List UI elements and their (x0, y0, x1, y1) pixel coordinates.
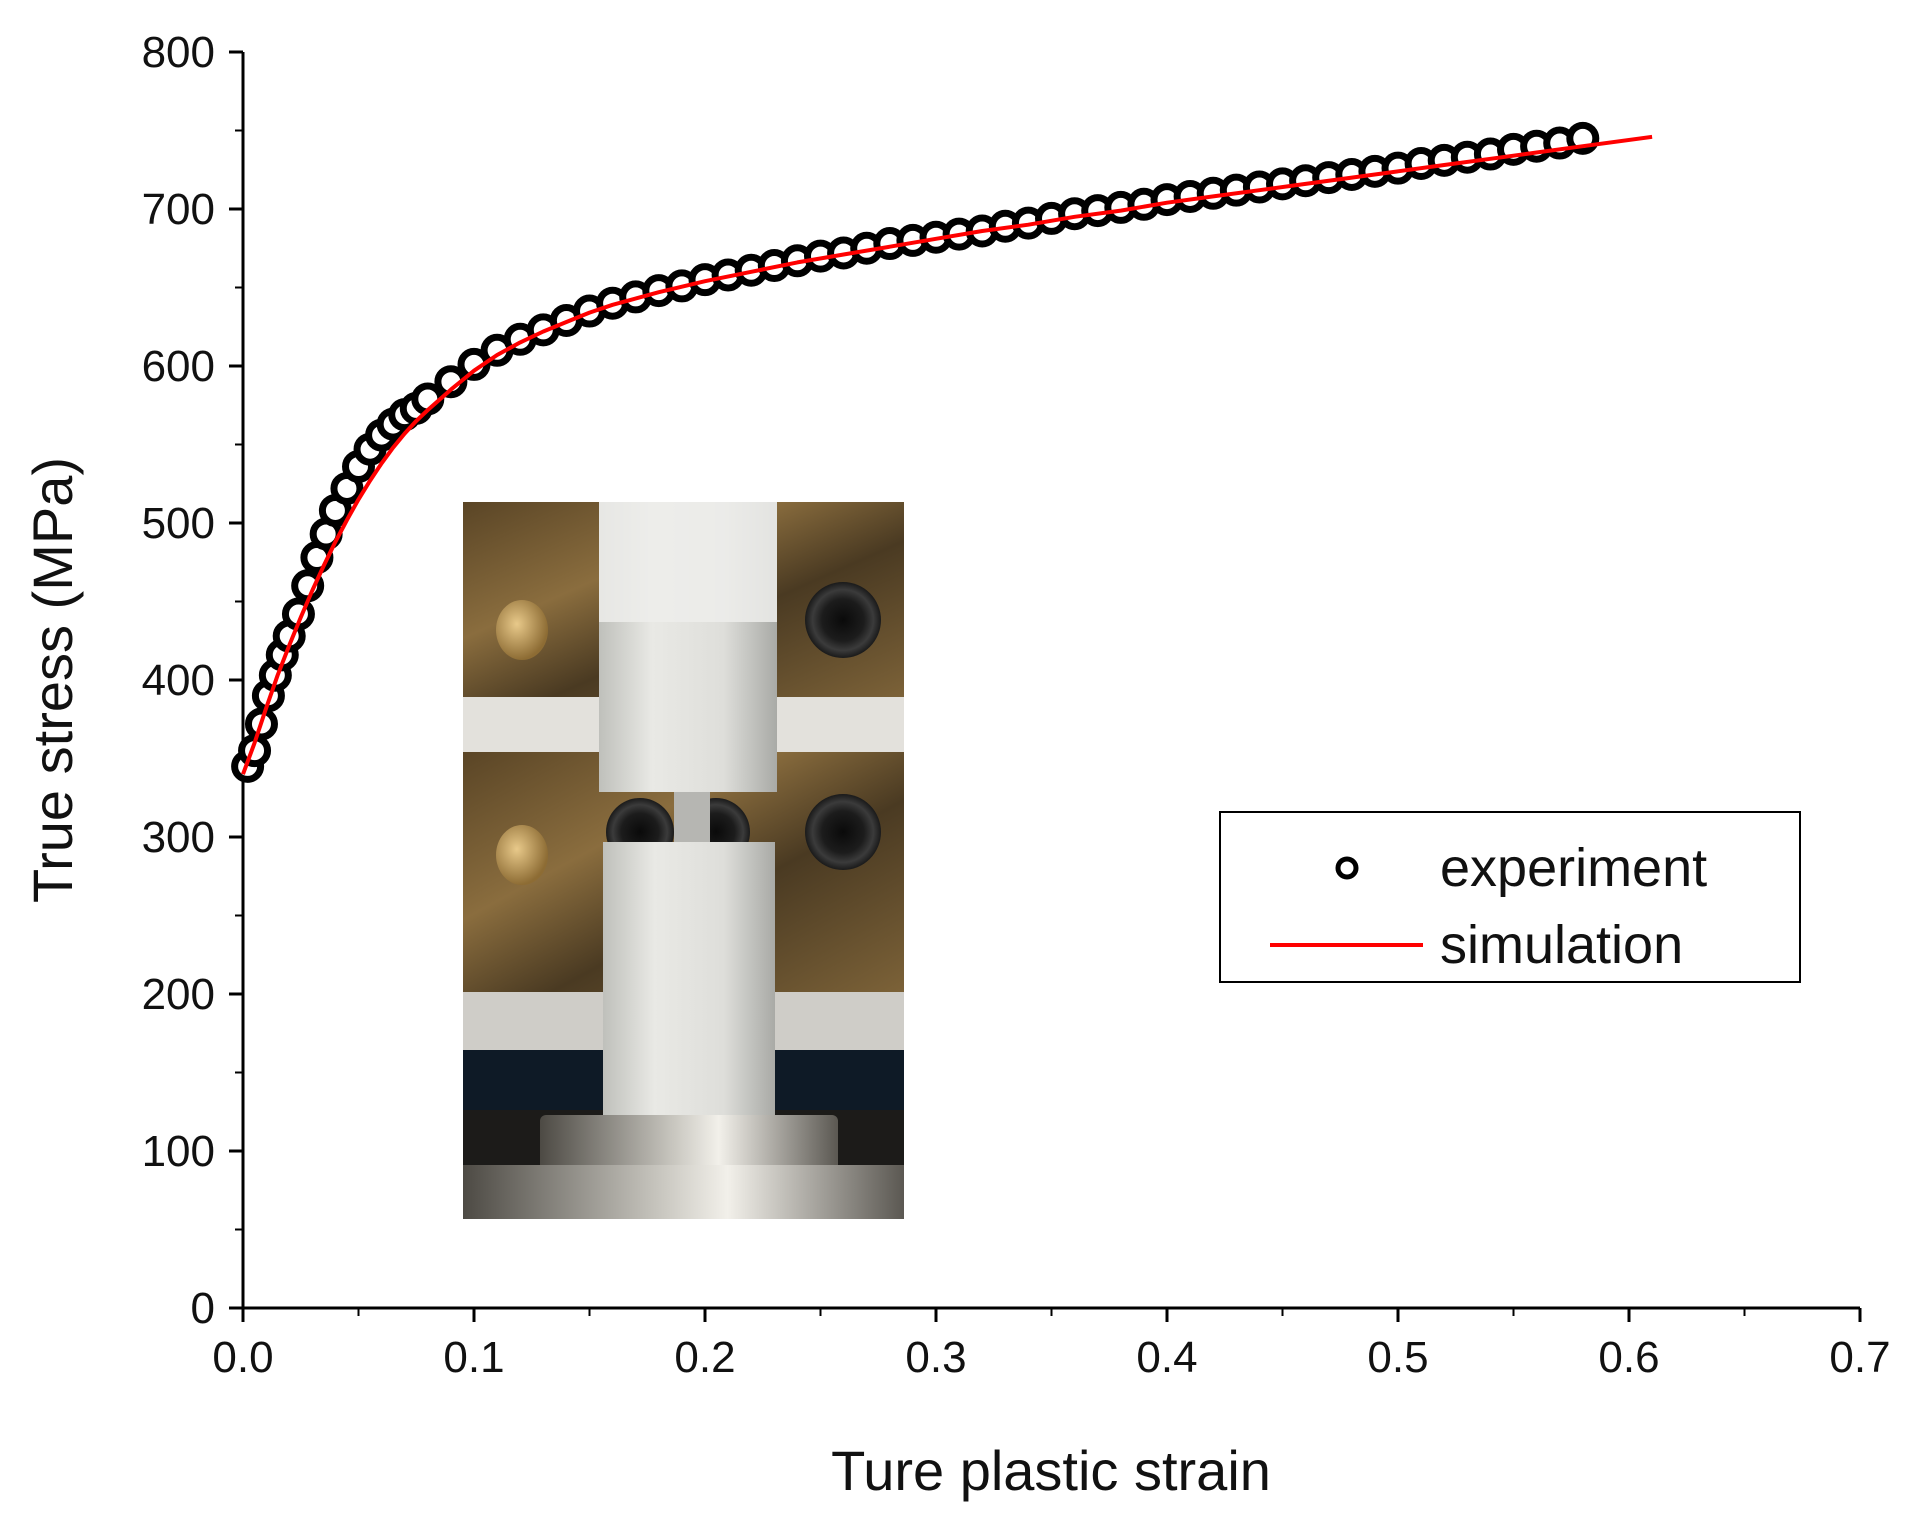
axes: 0.0 0.1 0.2 0.3 0.4 0.5 0.6 0.7 0 100 200 300 400 50… (21, 28, 1891, 1502)
x-tick-label: 0.3 (905, 1333, 966, 1382)
experiment-point (434, 365, 468, 399)
y-tick-label: 800 (142, 28, 215, 77)
y-tick-label: 200 (142, 970, 215, 1019)
plot-series (231, 121, 1653, 783)
y-tick-label: 700 (142, 185, 215, 234)
x-tick-label: 0.5 (1367, 1333, 1428, 1382)
legend-simulation-label: simulation (1440, 915, 1683, 975)
x-tick-label: 0.1 (443, 1333, 504, 1382)
x-axis-title: Ture plastic strain (831, 1439, 1271, 1502)
experiment-point (457, 347, 491, 381)
x-tick-label: 0.0 (212, 1333, 273, 1382)
y-tick-label: 400 (142, 656, 215, 705)
legend-box (1219, 811, 1801, 983)
y-axis-title: True stress (MPa) (21, 457, 84, 903)
legend: experiment simulation (1219, 811, 1801, 983)
y-tick-label: 100 (142, 1127, 215, 1176)
legend-experiment-marker (1335, 856, 1359, 880)
x-tick-label: 0.6 (1598, 1333, 1659, 1382)
y-tick-label: 300 (142, 813, 215, 862)
legend-experiment-label: experiment (1440, 838, 1707, 898)
x-tick-label: 0.2 (674, 1333, 735, 1382)
x-tick-label: 0.7 (1829, 1333, 1890, 1382)
compression-test-photo (463, 502, 904, 1219)
simulation-line (241, 134, 1653, 775)
y-tick-label: 500 (142, 499, 215, 548)
y-tick-label: 0 (191, 1284, 215, 1333)
x-tick-label: 0.4 (1136, 1333, 1197, 1382)
y-tick-label: 600 (142, 342, 215, 391)
